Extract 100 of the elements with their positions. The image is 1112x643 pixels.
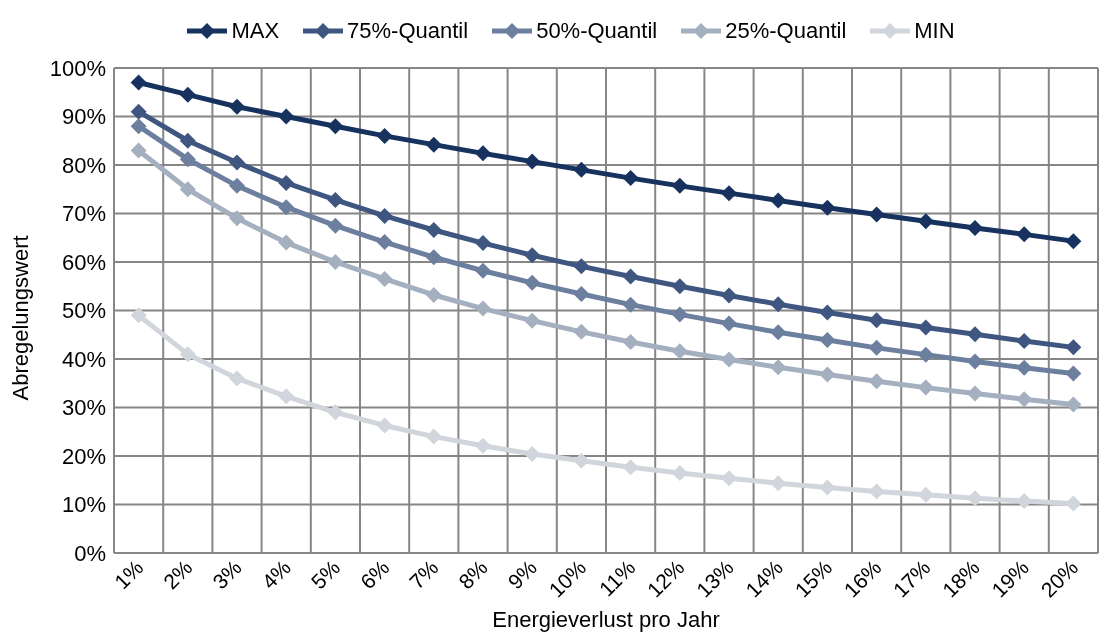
point	[721, 351, 737, 368]
point	[917, 319, 934, 336]
point	[573, 161, 590, 178]
point	[721, 287, 737, 304]
point	[524, 446, 541, 463]
point	[622, 268, 639, 285]
point	[524, 274, 541, 291]
point	[524, 312, 541, 329]
x-tick-label: 2%	[158, 555, 197, 594]
y-tick-label: 0%	[74, 540, 106, 566]
point	[1065, 339, 1082, 356]
point	[130, 307, 147, 324]
point	[327, 191, 344, 208]
point	[1065, 365, 1082, 382]
point	[425, 136, 442, 153]
legend-label: MAX	[231, 18, 280, 44]
point	[130, 118, 147, 135]
point	[868, 373, 885, 390]
x-tick-label: 7%	[404, 555, 443, 594]
x-tick-label: 8%	[454, 555, 492, 594]
point	[671, 278, 688, 295]
point	[967, 220, 983, 237]
x-tick-label: 11%	[594, 555, 640, 601]
point	[917, 213, 934, 230]
x-tick-label: 4%	[257, 555, 296, 594]
point	[425, 221, 442, 238]
point	[376, 270, 393, 287]
point	[819, 304, 836, 321]
point	[278, 174, 295, 191]
point	[573, 323, 590, 340]
point	[868, 312, 885, 329]
point	[967, 385, 983, 402]
point	[376, 127, 393, 144]
point	[770, 324, 787, 341]
point	[1065, 233, 1082, 250]
point	[819, 332, 836, 349]
point	[524, 247, 541, 264]
x-axis-title: Energieverlust pro Jahr	[492, 607, 720, 632]
point	[179, 346, 196, 363]
point	[770, 192, 787, 209]
point	[376, 234, 393, 251]
point	[671, 306, 688, 323]
point	[130, 103, 147, 120]
y-tick-label: 40%	[61, 346, 106, 372]
legend-label: MIN	[914, 18, 955, 44]
point	[327, 404, 344, 421]
point	[475, 300, 491, 317]
point	[573, 286, 590, 303]
point	[130, 74, 147, 91]
x-tick-label: 9%	[503, 555, 542, 594]
point	[622, 170, 639, 187]
y-tick-label: 80%	[61, 152, 106, 178]
point	[622, 296, 639, 313]
point	[573, 452, 590, 469]
legend-label: 25%-Quantil	[725, 18, 847, 44]
point	[819, 199, 836, 216]
point	[278, 108, 295, 125]
point	[819, 479, 836, 496]
point	[475, 437, 491, 454]
y-tick-label: 20%	[61, 443, 106, 469]
point	[425, 249, 442, 266]
point	[229, 210, 245, 227]
point	[475, 235, 491, 252]
point	[1016, 226, 1033, 243]
x-tick-label: 5%	[306, 555, 345, 594]
point	[1065, 396, 1082, 413]
y-tick-label: 70%	[61, 201, 106, 227]
point	[917, 379, 934, 396]
y-axis-title: Abregelungswert	[7, 235, 33, 401]
point	[1016, 333, 1033, 350]
x-tick-label: 6%	[355, 555, 394, 594]
point	[917, 346, 934, 363]
point	[770, 296, 787, 313]
point	[967, 353, 983, 370]
point	[622, 459, 639, 476]
x-tick-label: 1%	[109, 555, 148, 594]
point	[179, 132, 196, 149]
legend-label: 75%-Quantil	[347, 18, 469, 44]
point	[967, 490, 983, 507]
point	[425, 428, 442, 445]
point	[376, 207, 393, 224]
point	[573, 258, 590, 275]
point	[475, 262, 491, 279]
point	[524, 153, 541, 170]
point	[868, 206, 885, 223]
point	[721, 185, 737, 202]
point	[770, 359, 787, 376]
y-tick-label: 30%	[61, 395, 106, 421]
point	[229, 98, 245, 115]
point	[475, 145, 491, 162]
point	[868, 483, 885, 500]
point	[967, 326, 983, 343]
point	[179, 86, 196, 103]
y-tick-label: 90%	[61, 104, 106, 130]
point	[1016, 391, 1033, 408]
point	[179, 151, 196, 168]
point	[327, 118, 344, 135]
y-tick-label: 100%	[49, 55, 106, 81]
point	[179, 181, 196, 198]
point	[229, 177, 245, 194]
